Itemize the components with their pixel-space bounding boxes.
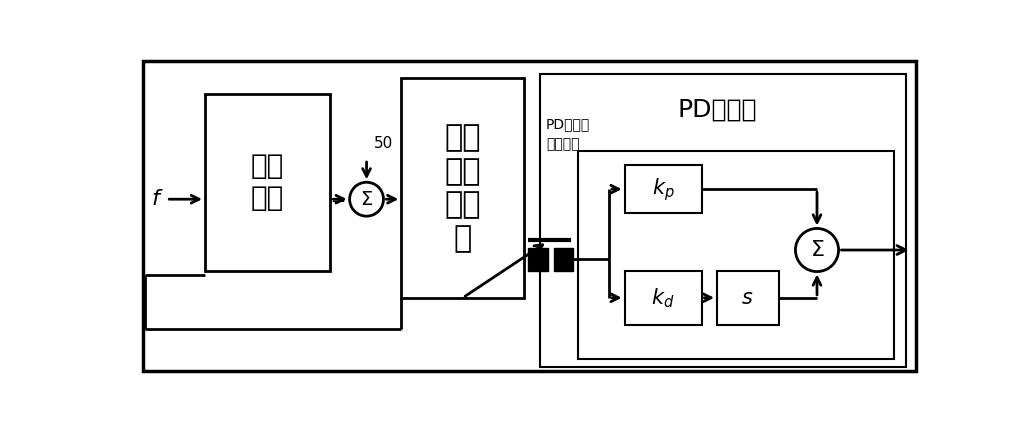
Text: $\Sigma$: $\Sigma$	[361, 190, 373, 209]
Text: PD控制器: PD控制器	[546, 118, 590, 131]
Text: $k_p$: $k_p$	[652, 176, 675, 202]
Bar	[625, 165, 701, 213]
Text: $f$: $f$	[151, 189, 163, 209]
Text: −: −	[330, 193, 345, 211]
Bar	[205, 94, 331, 271]
Circle shape	[349, 182, 383, 216]
Bar	[717, 271, 779, 325]
Text: $\Sigma$: $\Sigma$	[810, 240, 824, 260]
Bar	[528, 248, 547, 271]
Text: $s$: $s$	[742, 288, 754, 308]
Circle shape	[795, 229, 839, 272]
Text: PD控制器: PD控制器	[678, 97, 756, 121]
Text: 50: 50	[374, 136, 394, 151]
Bar	[540, 74, 906, 367]
Text: $k_d$: $k_d$	[651, 286, 675, 309]
Text: 低通
滤波: 低通 滤波	[251, 152, 284, 212]
Text: 投入信号: 投入信号	[546, 137, 580, 151]
Text: 超低
频振
荡检
测: 超低 频振 荡检 测	[444, 123, 481, 253]
Bar	[401, 78, 525, 298]
Bar	[554, 248, 573, 271]
Bar	[578, 152, 894, 360]
Bar	[625, 271, 701, 325]
